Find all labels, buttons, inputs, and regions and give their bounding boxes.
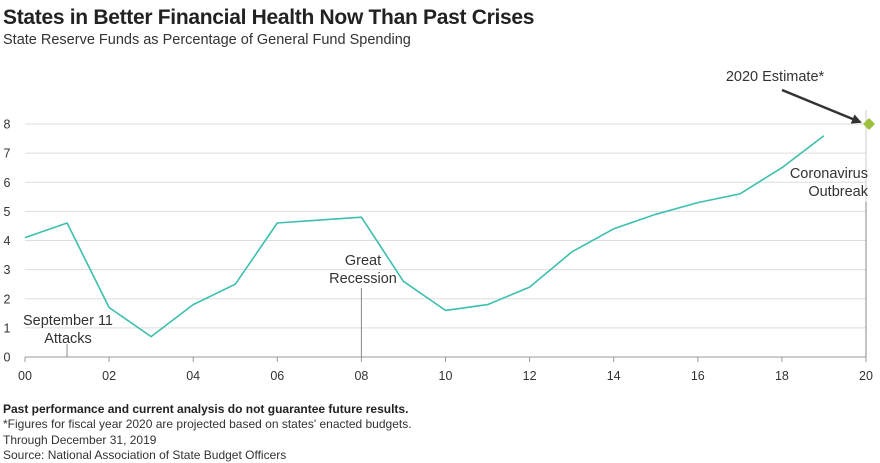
estimate-label: 2020 Estimate*	[726, 69, 825, 85]
data-point	[316, 217, 322, 223]
series-line	[24, 135, 825, 338]
source-text: Source: National Association of State Bu…	[3, 447, 287, 462]
estimate-arrow	[781, 88, 862, 124]
chart-footer: Past performance and current analysis do…	[3, 402, 412, 463]
x-tick-label: 16	[691, 369, 705, 383]
y-tick-label: 1	[4, 321, 11, 335]
annotation-label: September 11	[23, 313, 113, 329]
data-point	[611, 226, 617, 232]
data-point	[695, 200, 701, 206]
estimate-marker	[863, 118, 875, 130]
x-tick-label: 14	[607, 369, 621, 383]
footnote-text: *Figures for fiscal year 2020 are projec…	[3, 417, 412, 432]
data-point	[190, 302, 196, 308]
y-tick-label: 3	[4, 263, 11, 277]
annotation-label: Attacks	[44, 331, 92, 347]
data-point	[443, 307, 449, 313]
data-point	[485, 302, 491, 308]
data-point	[569, 249, 575, 255]
data-point	[527, 284, 533, 290]
x-tick-label: 20	[859, 369, 873, 383]
y-tick-label: 0	[4, 351, 11, 365]
y-tick-label: 7	[4, 147, 11, 161]
y-tick-label: 2	[4, 292, 11, 306]
annotation-label: Outbreak	[808, 184, 868, 200]
x-tick-label: 10	[439, 369, 453, 383]
date-text: Through December 31, 2019	[3, 432, 157, 447]
data-point	[148, 334, 154, 340]
data-point	[106, 304, 112, 310]
data-point	[821, 133, 827, 139]
data-point	[64, 220, 70, 226]
x-tick-label: 02	[102, 369, 116, 383]
annotation-label: Coronavirus	[790, 166, 868, 182]
data-point	[22, 235, 28, 241]
chart-title: States in Better Financial Health Now Th…	[3, 6, 535, 29]
data-point	[400, 278, 406, 284]
x-tick-label: 04	[186, 369, 200, 383]
disclaimer-text: Past performance and current analysis do…	[3, 402, 409, 416]
annotation-label: Great	[345, 253, 381, 269]
data-point	[232, 281, 238, 287]
y-tick-label: 4	[4, 234, 11, 248]
chart-subtitle: State Reserve Funds as Percentage of Gen…	[3, 32, 411, 48]
data-point	[358, 214, 364, 220]
y-tick-label: 6	[4, 176, 11, 190]
y-tick-label: 8	[4, 118, 11, 132]
x-tick-label: 18	[775, 369, 789, 383]
data-point	[737, 191, 743, 197]
x-tick-label: 12	[523, 369, 537, 383]
annotation-label: Recession	[329, 271, 397, 287]
data-point	[779, 165, 785, 171]
data-point	[653, 211, 659, 217]
x-tick-label: 00	[18, 369, 32, 383]
data-point	[274, 220, 280, 226]
x-tick-label: 06	[270, 369, 284, 383]
x-tick-label: 08	[354, 369, 368, 383]
y-tick-label: 5	[4, 205, 11, 219]
